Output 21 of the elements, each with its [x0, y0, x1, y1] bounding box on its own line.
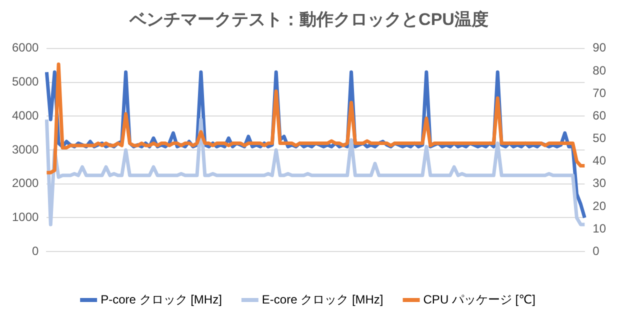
y-tick-label: 3000	[12, 142, 40, 156]
y-tick-label: 0	[32, 244, 40, 258]
y2-tick-label: 90	[592, 40, 606, 55]
legend-label: P-core クロック [MHz]	[100, 292, 222, 306]
y2-tick-label: 40	[592, 154, 606, 168]
y2-tick-label: 70	[592, 86, 606, 100]
y2-tick-label: 80	[592, 63, 606, 78]
legend-label: CPU パッケージ [℃]	[423, 292, 536, 306]
legend-label: E-core クロック [MHz]	[262, 292, 384, 306]
y2-tick-label: 50	[592, 131, 606, 146]
y-tick-label: 6000	[12, 40, 40, 55]
y-tick-label: 5000	[12, 74, 40, 89]
y2-tick-label: 60	[592, 108, 606, 122]
y-tick-label: 1000	[12, 210, 40, 224]
y2-tick-label: 0	[592, 244, 600, 258]
y2-tick-label: 30	[592, 176, 606, 190]
y2-tick-label: 10	[592, 221, 606, 236]
y-tick-label: 2000	[12, 176, 40, 190]
y2-tick-label: 20	[592, 198, 606, 213]
y-tick-label: 4000	[12, 108, 40, 122]
chart-title: ベンチマークテスト：動作クロックとCPU温度	[128, 10, 488, 29]
